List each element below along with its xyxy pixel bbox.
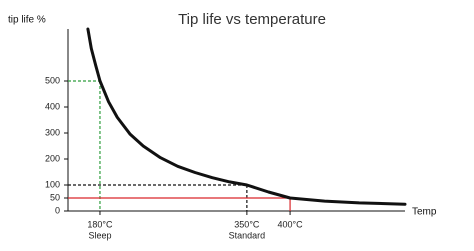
y-tick-label: 300 xyxy=(45,127,60,137)
x-tick-label: 400°C xyxy=(278,219,304,229)
x-tick-label: 180°C xyxy=(87,219,113,229)
y-tick-label: 0 xyxy=(55,205,60,215)
y-tick-label: 500 xyxy=(45,75,60,85)
x-tick-sublabel: Standard xyxy=(229,230,266,240)
y-tick-label: 50 xyxy=(50,192,60,202)
x-tick-label: 350°C xyxy=(234,219,260,229)
x-axis-label: Temp xyxy=(412,207,437,218)
y-tick-label: 400 xyxy=(45,101,60,111)
chart-title: Tip life vs temperature xyxy=(178,11,326,28)
y-tick-label: 100 xyxy=(45,179,60,189)
x-tick-sublabel: Sleep xyxy=(88,230,111,240)
y-axis-label: tip life % xyxy=(8,15,46,26)
curve xyxy=(86,27,407,206)
y-tick-label: 200 xyxy=(45,153,60,163)
